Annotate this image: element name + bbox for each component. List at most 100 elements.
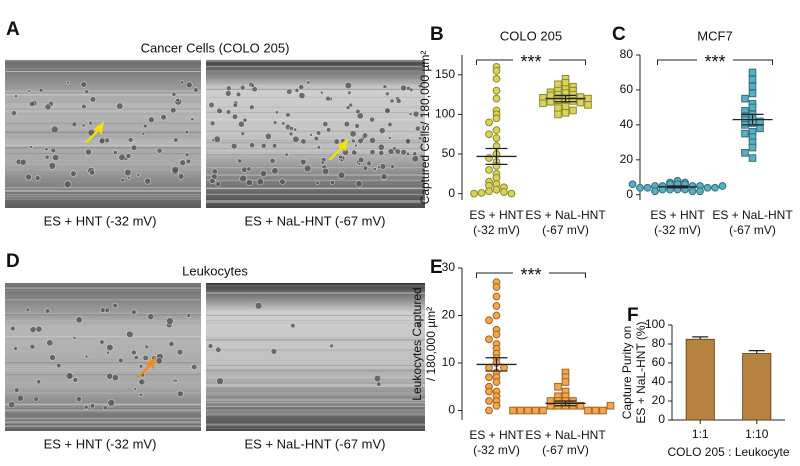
cell	[355, 108, 361, 115]
cell	[321, 167, 330, 175]
cell	[141, 131, 146, 136]
cell	[343, 121, 350, 128]
cell	[338, 154, 343, 160]
data-point	[485, 406, 493, 415]
cell	[347, 90, 352, 95]
data-point	[696, 187, 704, 196]
cell	[279, 178, 286, 185]
cell	[225, 109, 232, 115]
cell	[400, 84, 407, 92]
data-point	[576, 401, 585, 410]
cell	[400, 148, 407, 156]
panel-title: Cancer Cells (COLO 205)	[141, 40, 290, 55]
cell	[177, 390, 184, 398]
cell	[35, 325, 43, 333]
cell	[106, 372, 114, 380]
y-tick-label: 20	[620, 152, 634, 166]
data-point	[507, 189, 516, 198]
cell	[120, 177, 125, 183]
arrow	[136, 356, 157, 378]
cell	[72, 336, 77, 340]
cell	[216, 377, 224, 385]
error-bar	[748, 350, 765, 354]
cell	[369, 137, 376, 144]
y-tick-label: 0	[626, 187, 633, 201]
x-tick-label: ES + NaL-HNT	[712, 208, 793, 222]
cell	[281, 121, 286, 126]
data-point	[636, 183, 644, 192]
cell	[180, 80, 185, 85]
cell	[231, 113, 239, 120]
data-point	[492, 134, 501, 143]
cell	[112, 150, 118, 155]
panel-label: A	[6, 19, 20, 40]
data-point	[554, 110, 562, 119]
cell	[72, 377, 79, 383]
cell	[130, 144, 138, 152]
cell	[357, 162, 362, 166]
data-point	[492, 126, 501, 135]
cell	[215, 181, 221, 187]
cell	[215, 346, 222, 353]
cell	[14, 387, 20, 393]
cell	[238, 120, 245, 128]
cell	[44, 103, 52, 111]
cell	[44, 154, 50, 160]
cell	[168, 341, 175, 347]
cell	[209, 177, 216, 185]
cell	[377, 143, 385, 151]
cell	[147, 313, 155, 321]
y-tick-label: 40	[652, 374, 666, 388]
cell	[89, 169, 96, 176]
cell	[286, 88, 293, 95]
image-caption: ES + NaL-HNT (-67 mV)	[245, 436, 386, 451]
cell	[357, 156, 365, 164]
cell	[112, 302, 118, 309]
sem-bar	[666, 185, 689, 189]
significance: ***	[520, 265, 541, 285]
cell	[388, 136, 392, 140]
cell	[13, 346, 18, 351]
cell	[288, 126, 294, 131]
data-point	[569, 106, 577, 115]
y-tick-label: 0	[658, 412, 665, 426]
data-point	[524, 406, 532, 415]
cell	[416, 322, 423, 328]
cell	[333, 138, 340, 145]
cell	[256, 178, 265, 186]
cell	[89, 403, 96, 409]
cell	[382, 84, 388, 89]
cell	[290, 323, 296, 329]
data-point	[643, 183, 652, 192]
arrow	[328, 138, 349, 160]
cell	[271, 143, 278, 149]
x-tick-label: (-32 mV)	[473, 443, 520, 457]
micrographs	[5, 59, 425, 431]
data-point	[741, 94, 749, 103]
cell	[298, 84, 305, 91]
data-point	[477, 188, 486, 197]
cell	[320, 160, 325, 165]
y-tick-label: 150	[435, 67, 455, 81]
data-point	[748, 154, 757, 162]
x-tick-label: 1:10	[745, 427, 769, 441]
image-caption: ES + HNT (-32 mV)	[44, 436, 157, 451]
cell	[70, 170, 77, 177]
cell	[138, 364, 144, 369]
cell	[354, 123, 360, 129]
cell	[373, 374, 382, 383]
data-point	[485, 165, 493, 174]
cell	[184, 129, 189, 135]
cell	[138, 392, 143, 397]
cell	[50, 147, 56, 154]
data-point	[756, 124, 764, 133]
x-tick-label: (-67 mV)	[729, 223, 776, 237]
cell	[379, 163, 387, 170]
data-point	[569, 97, 577, 105]
x-tick-label: (-32 mV)	[473, 223, 520, 237]
x-tick-label: 1:1	[692, 427, 709, 441]
cell	[133, 355, 139, 360]
cell	[225, 85, 232, 92]
cell	[25, 173, 32, 181]
cell	[190, 117, 195, 122]
